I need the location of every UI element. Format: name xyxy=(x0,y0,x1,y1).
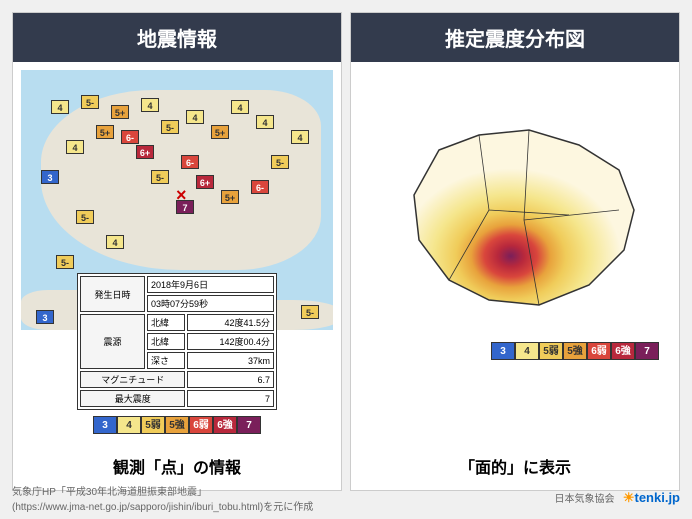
intensity-marker: 4 xyxy=(106,235,124,249)
left-body: 45-5+46-6+5+435-45+6-6+75+6-5-45-45-345-… xyxy=(13,62,341,442)
right-title: 推定震度分布図 xyxy=(351,13,679,62)
legend-item: 6強 xyxy=(213,416,237,434)
legend-item: 6弱 xyxy=(189,416,213,434)
legend-item: 5弱 xyxy=(539,342,563,360)
left-title: 地震情報 xyxy=(13,13,341,62)
legend-item: 5弱 xyxy=(141,416,165,434)
legend-item: 7 xyxy=(237,416,261,434)
intensity-marker: 5- xyxy=(151,170,169,184)
tenki-logo: ☀tenki.jp xyxy=(623,490,680,505)
intensity-marker: 4 xyxy=(291,130,309,144)
intensity-marker: 4 xyxy=(66,140,84,154)
intensity-legend: 345弱5強6弱6強7 xyxy=(93,416,261,434)
legend-item: 6弱 xyxy=(587,342,611,360)
right-body: 観測点のない地域や 未入電の地点も 揺れの強さを 把握できる xyxy=(351,62,679,442)
intensity-marker: 6- xyxy=(251,180,269,194)
intensity-marker: 5- xyxy=(81,95,99,109)
left-panel: 地震情報 45-5+46-6+5+435-45+6-6+75+6-5-45-45… xyxy=(12,12,342,491)
intensity-marker: 6- xyxy=(181,155,199,169)
legend-item: 4 xyxy=(515,342,539,360)
intensity-marker: 5- xyxy=(76,210,94,224)
source-citation: 気象庁HP「平成30年北海道胆振東部地震」 (https://www.jma-n… xyxy=(12,483,313,513)
legend-item: 6強 xyxy=(611,342,635,360)
intensity-marker: 5- xyxy=(161,120,179,134)
intensity-marker: 3 xyxy=(36,310,54,324)
main-container: 地震情報 45-5+46-6+5+435-45+6-6+75+6-5-45-45… xyxy=(0,0,692,503)
legend-item: 4 xyxy=(117,416,141,434)
intensity-marker: 6+ xyxy=(136,145,154,159)
intensity-marker: 4 xyxy=(186,110,204,124)
sun-icon: ☀ xyxy=(623,490,635,505)
intensity-marker: 5+ xyxy=(211,125,229,139)
intensity-marker: 4 xyxy=(231,100,249,114)
hokkaido-outline xyxy=(389,120,649,320)
right-map xyxy=(359,70,671,350)
footer: 気象庁HP「平成30年北海道胆振東部地震」 (https://www.jma-n… xyxy=(12,483,680,513)
legend-item: 3 xyxy=(93,416,117,434)
intensity-marker: 5+ xyxy=(96,125,114,139)
intensity-marker: 4 xyxy=(141,98,159,112)
right-panel: 推定震度分布図 観測点のない地域や 未入電の地点も 揺れの強さを 把握できる xyxy=(350,12,680,491)
intensity-marker: 5+ xyxy=(221,190,239,204)
intensity-marker: 4 xyxy=(256,115,274,129)
legend-item: 5強 xyxy=(165,416,189,434)
epicenter-icon: × xyxy=(176,185,187,206)
footer-right: 日本気象協会 ☀tenki.jp xyxy=(554,490,680,506)
earthquake-info-table: 発生日時2018年9月6日 03時07分59秒 震源北緯42度41.5分 北緯1… xyxy=(77,273,277,410)
intensity-marker: 4 xyxy=(51,100,69,114)
intensity-marker: 5- xyxy=(301,305,319,319)
intensity-marker: 5- xyxy=(56,255,74,269)
legend-item: 7 xyxy=(635,342,659,360)
intensity-marker: 6- xyxy=(121,130,139,144)
landmass xyxy=(41,90,321,270)
intensity-marker: 5- xyxy=(271,155,289,169)
intensity-marker: 6+ xyxy=(196,175,214,189)
legend-item: 3 xyxy=(491,342,515,360)
legend-item: 5強 xyxy=(563,342,587,360)
intensity-marker: 3 xyxy=(41,170,59,184)
intensity-legend: 345弱5強6弱6強7 xyxy=(491,342,659,360)
intensity-marker: 5+ xyxy=(111,105,129,119)
